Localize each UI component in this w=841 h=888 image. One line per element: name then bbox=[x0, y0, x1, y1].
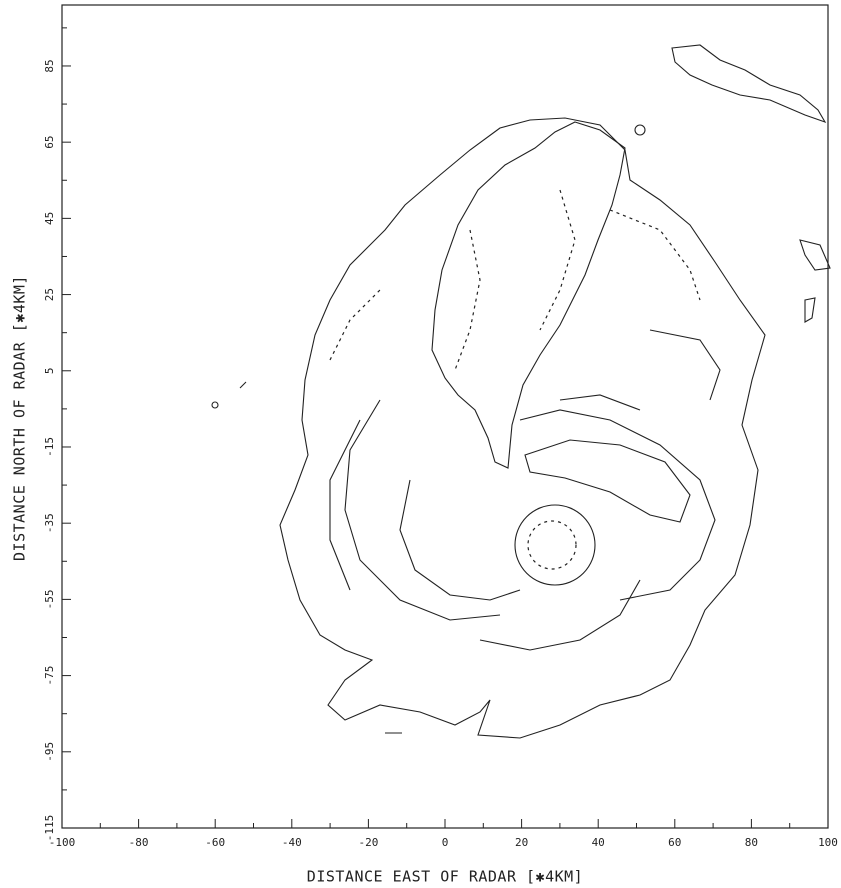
y-tick-label: -115 bbox=[43, 815, 56, 842]
contour-layer bbox=[211, 44, 831, 739]
contour-line bbox=[479, 579, 641, 651]
contour-line bbox=[211, 401, 219, 409]
x-tick-label: -40 bbox=[282, 836, 302, 849]
y-axis-title: DISTANCE NORTH OF RADAR [✱4KM] bbox=[11, 275, 29, 561]
contour-line bbox=[329, 209, 701, 361]
contour-line bbox=[799, 239, 831, 271]
contour-line bbox=[634, 124, 646, 136]
contour-line bbox=[239, 381, 247, 389]
contour-line bbox=[559, 329, 721, 411]
y-tick-label: -55 bbox=[43, 589, 56, 609]
contour-line bbox=[329, 399, 501, 621]
y-tick-label: -75 bbox=[43, 666, 56, 686]
x-tick-label: 60 bbox=[668, 836, 681, 849]
x-axis-title: DISTANCE EAST OF RADAR [✱4KM] bbox=[307, 868, 583, 886]
x-tick-label: -60 bbox=[205, 836, 225, 849]
contour-line bbox=[524, 439, 691, 523]
eye-contour bbox=[514, 504, 596, 586]
y-tick-label: -95 bbox=[43, 742, 56, 762]
x-tick-label: -100 bbox=[49, 836, 76, 849]
x-tick-label: -20 bbox=[358, 836, 378, 849]
y-tick-label: 85 bbox=[43, 59, 56, 72]
coastline bbox=[431, 121, 626, 469]
y-tick-label: 25 bbox=[43, 288, 56, 301]
contour-line bbox=[279, 117, 766, 739]
x-tick-label: 80 bbox=[745, 836, 758, 849]
y-tick-label: 5 bbox=[43, 367, 56, 374]
contour-line bbox=[804, 297, 816, 323]
y-tick-label: 45 bbox=[43, 212, 56, 225]
x-tick-label: 20 bbox=[515, 836, 528, 849]
x-tick-label: -80 bbox=[129, 836, 149, 849]
x-tick-label: 40 bbox=[592, 836, 605, 849]
contour-line bbox=[399, 479, 521, 601]
coastline-detail bbox=[454, 189, 576, 371]
x-tick-label: 0 bbox=[442, 836, 449, 849]
y-tick-label: -35 bbox=[43, 513, 56, 533]
plot-frame bbox=[61, 4, 829, 829]
contour-line bbox=[519, 409, 716, 601]
y-tick-label: 65 bbox=[43, 136, 56, 149]
contour-line bbox=[671, 44, 827, 124]
eye-contour bbox=[527, 520, 577, 570]
x-tick-label: 100 bbox=[818, 836, 838, 849]
y-tick-label: -15 bbox=[43, 437, 56, 457]
